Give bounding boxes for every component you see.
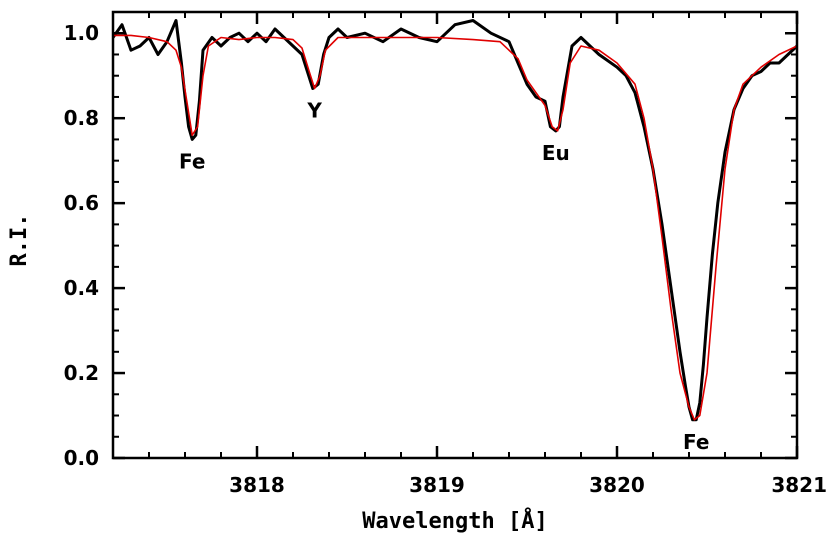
- x-axis-title: Wavelength [Å]: [362, 508, 547, 534]
- y-tick-label: 0.0: [64, 446, 99, 470]
- observed-spectrum-line: [113, 19, 797, 422]
- plot-area: [113, 19, 797, 422]
- axes: 0.0 0.2 0.4 0.6 0.8 1.0 3818 3819 3820 3821 Fe Y Eu F…: [64, 10, 827, 497]
- synthetic-spectrum-line: [113, 34, 797, 421]
- plot-frame: [111, 10, 799, 460]
- x-tick-label: 3818: [229, 473, 285, 497]
- line-label-y: Y: [306, 99, 322, 123]
- x-tick-label: 3819: [409, 473, 465, 497]
- line-label-eu: Eu: [542, 141, 570, 165]
- y-tick-label: 1.0: [64, 21, 99, 45]
- y-tick-label: 0.4: [64, 276, 99, 300]
- x-tick-label: 3820: [589, 473, 645, 497]
- x-tick-label: 3821: [771, 473, 827, 497]
- line-label-fe: Fe: [683, 430, 709, 454]
- line-label-fe: Fe: [179, 150, 205, 174]
- y-tick-label: 0.8: [64, 106, 99, 130]
- y-axis-title: R.I.: [7, 214, 32, 267]
- y-tick-label: 0.2: [64, 361, 99, 385]
- y-tick-label: 0.6: [64, 191, 99, 215]
